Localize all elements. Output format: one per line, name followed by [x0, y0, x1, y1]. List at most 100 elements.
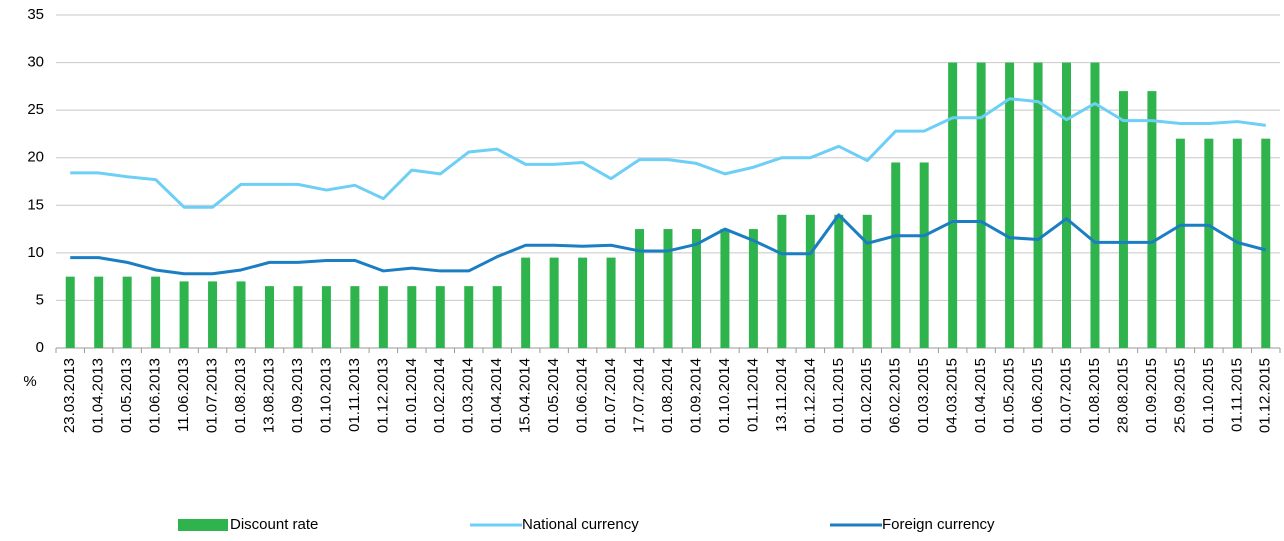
bar: [208, 281, 218, 348]
y-tick-label: 30: [27, 54, 44, 71]
x-tick-label: 01.09.2014: [687, 358, 704, 433]
bar: [919, 162, 929, 348]
bar: [122, 276, 132, 348]
bar: [151, 276, 161, 348]
x-tick-label: 01.04.2013: [90, 358, 107, 433]
bar: [1005, 62, 1015, 348]
y-tick-label: 20: [27, 149, 44, 166]
x-tick-label: 01.02.2015: [858, 358, 875, 433]
x-tick-label: 01.01.2014: [403, 358, 420, 433]
line: [70, 97, 1266, 209]
x-tick-label: 13.08.2013: [260, 358, 277, 433]
x-tick-label: 01.07.2014: [602, 358, 619, 433]
x-tick-label: 01.11.2015: [1228, 358, 1245, 432]
y-tick-label: 15: [27, 196, 44, 213]
x-tick-label: 01.10.2014: [716, 358, 733, 433]
bar: [1062, 62, 1072, 348]
y-tick-label: 35: [27, 6, 44, 23]
bar: [748, 229, 758, 348]
x-tick-label: 01.11.2013: [346, 358, 363, 432]
x-tick-label: 01.12.2014: [801, 358, 818, 433]
x-tick-label: 01.10.2013: [317, 358, 334, 433]
line: [70, 213, 1267, 276]
bar: [720, 229, 730, 348]
x-tick-label: 01.05.2015: [1001, 358, 1018, 433]
x-tick-label: 23.03.2013: [61, 358, 78, 433]
bar: [1090, 62, 1100, 348]
x-tick-label: 01.08.2014: [659, 358, 676, 433]
x-tick-label: 15.04.2014: [517, 358, 534, 433]
x-tick-label: 11.06.2013: [175, 358, 192, 432]
bar: [94, 276, 104, 348]
bar: [635, 229, 645, 348]
x-tick-label: 06.02.2015: [887, 358, 904, 433]
bar: [435, 286, 445, 348]
bar: [663, 229, 673, 348]
legend-swatch: [178, 519, 228, 531]
y-tick-label: 5: [36, 291, 44, 308]
bar: [834, 214, 844, 348]
x-tick-label: 01.09.2013: [289, 358, 306, 433]
x-tick-label: 17.07.2014: [631, 358, 648, 433]
bar: [777, 214, 787, 348]
x-tick-label: 01.06.2013: [147, 358, 164, 433]
x-tick-label: 01.12.2015: [1257, 358, 1274, 433]
y-tick-label: 0: [36, 339, 44, 356]
bar: [1175, 138, 1185, 348]
x-tick-label: 01.07.2013: [204, 358, 221, 433]
bar: [378, 286, 388, 348]
x-tick-label: 01.12.2013: [374, 358, 391, 433]
x-tick-label: 01.08.2015: [1086, 358, 1103, 433]
legend-label: Discount rate: [230, 516, 318, 533]
bar: [350, 286, 360, 348]
x-tick-label: 01.05.2014: [545, 358, 562, 433]
bar: [521, 257, 531, 348]
bar: [1033, 62, 1043, 348]
x-tick-label: 01.06.2014: [574, 358, 591, 433]
bar: [606, 257, 616, 348]
x-tick-label: 01.04.2014: [488, 358, 505, 433]
x-tick-label: 25.09.2015: [1171, 358, 1188, 433]
x-tick-label: 01.06.2015: [1029, 358, 1046, 433]
x-tick-label: 01.05.2013: [118, 358, 135, 433]
y-tick-label: 25: [27, 101, 44, 118]
bar: [1204, 138, 1214, 348]
bar: [407, 286, 417, 348]
bar: [1147, 91, 1157, 348]
bar: [691, 229, 701, 348]
bar: [65, 276, 75, 348]
bar: [1261, 138, 1271, 348]
x-tick-label: 01.10.2015: [1200, 358, 1217, 433]
bar: [976, 62, 986, 348]
y-tick-label: 10: [27, 244, 44, 261]
bar: [236, 281, 246, 348]
bar: [862, 214, 872, 348]
bar: [264, 286, 274, 348]
x-tick-label: 13.11.2014: [773, 358, 790, 432]
x-tick-label: 01.03.2014: [460, 358, 477, 433]
x-tick-label: 01.07.2015: [1057, 358, 1074, 433]
x-tick-label: 01.01.2015: [830, 358, 847, 433]
bar: [1118, 91, 1128, 348]
x-tick-label: 01.03.2015: [915, 358, 932, 433]
x-tick-label: 01.09.2015: [1143, 358, 1160, 433]
bar: [578, 257, 588, 348]
x-tick-label: 01.11.2014: [744, 358, 761, 432]
x-tick-label: 01.02.2014: [431, 358, 448, 433]
legend-label: National currency: [522, 516, 639, 533]
bar: [891, 162, 901, 348]
bar: [492, 286, 502, 348]
bar: [179, 281, 189, 348]
x-tick-label: 01.08.2013: [232, 358, 249, 433]
bar: [321, 286, 331, 348]
bar: [805, 214, 815, 348]
bar: [549, 257, 559, 348]
legend-label: Foreign currency: [882, 516, 995, 533]
bar: [948, 62, 958, 348]
y-axis-label: %: [23, 373, 36, 390]
bar: [293, 286, 303, 348]
x-tick-label: 01.04.2015: [972, 358, 989, 433]
x-tick-label: 04.03.2015: [944, 358, 961, 433]
bar: [464, 286, 474, 348]
